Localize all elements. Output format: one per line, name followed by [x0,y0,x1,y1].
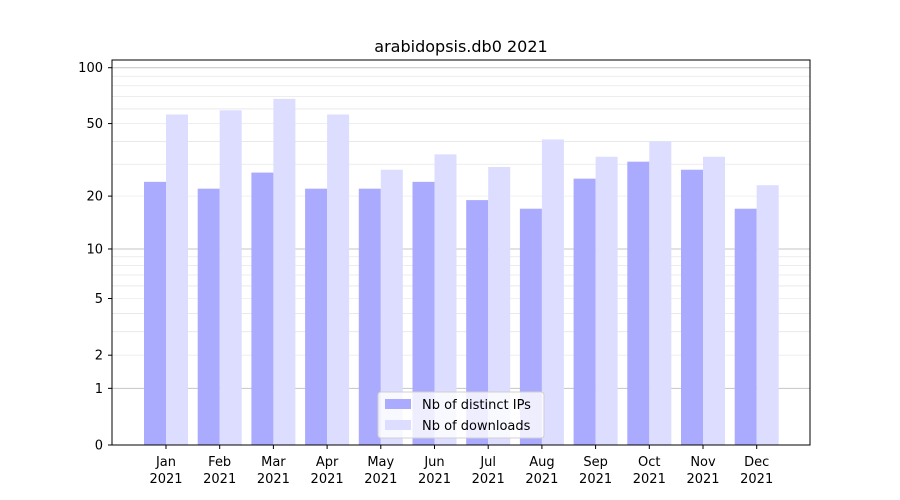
x-tick-label-month: Oct [638,455,660,470]
x-tick-label-month: Aug [529,455,554,470]
bar-downloads-aug [541,139,564,445]
y-axis: 0 1 2 5 10 20 50 100 [78,61,112,454]
y-tick-label: 20 [86,190,103,205]
y-tick-label: 5 [95,292,103,307]
legend-box [377,391,545,439]
x-tick-label-month: Jun [423,455,444,470]
x-tick-label-year: 2021 [418,472,451,487]
x-tick-label-year: 2021 [525,472,558,487]
y-tick-label: 0 [95,439,103,454]
bar-distinct-ips-jun [412,181,435,446]
bar-downloads-sep [595,156,618,446]
y-tick-label: 50 [86,117,103,132]
bar-downloads-apr [327,114,350,445]
x-tick-label-year: 2021 [633,472,666,487]
bar-distinct-ips-feb [197,188,220,445]
legend-swatch [385,420,411,430]
bar-distinct-ips-nov [681,169,703,445]
x-tick-label-month: Feb [208,455,231,470]
bar-downloads-mar [273,98,296,445]
y-tick-label: 10 [86,242,103,257]
x-tick-label-year: 2021 [257,472,290,487]
legend-swatch [385,399,411,409]
bar-distinct-ips-oct [627,161,650,445]
bar-downloads-nov [703,156,725,446]
plot-area-frame [111,59,811,446]
bar-downloads-may [380,169,403,445]
legend-label: Nb of downloads [422,419,531,434]
bar-distinct-ips-mar [251,172,274,445]
bars [144,98,779,446]
bar-downloads-jun [434,154,457,445]
bar-downloads-oct [649,141,672,446]
x-tick-label-month: Nov [690,455,716,470]
y-tick-label: 100 [78,61,103,76]
x-tick-label-month: Apr [316,455,339,470]
x-tick-label-year: 2021 [203,472,236,487]
bar-downloads-jan [166,114,188,445]
x-axis: Jan 2021 Feb 2021 Mar 2021 Apr 2021 May 2021 Jun 20… [149,445,773,487]
x-tick-label-month: Dec [744,455,769,470]
x-tick-label-year: 2021 [311,472,344,487]
bar-distinct-ips-apr [305,188,328,445]
bar-distinct-ips-sep [573,178,596,445]
bar-distinct-ips-jan [144,181,166,446]
y-tick-label: 2 [95,349,103,364]
bar-downloads-dec [756,185,779,445]
legend-label: Nb of distinct IPs [422,398,531,413]
x-tick-label-month: Jan [155,455,176,470]
x-tick-label-month: Jul [479,455,496,470]
x-tick-label-year: 2021 [364,472,397,487]
bar-downloads-jul [488,166,511,445]
y-tick-label: 1 [95,382,103,397]
x-tick-label-year: 2021 [472,472,505,487]
x-tick-label-year: 2021 [149,472,182,487]
x-tick-label-year: 2021 [579,472,612,487]
chart-title: arabidopsis.db0 2021 [374,37,547,56]
x-tick-label-month: Sep [583,455,608,470]
bar-distinct-ips-jul [466,200,489,445]
bar-distinct-ips-dec [734,208,757,445]
bar-distinct-ips-may [358,188,381,445]
legend: Nb of distinct IPs Nb of downloads [377,391,545,439]
x-tick-label-year: 2021 [740,472,773,487]
bar-downloads-feb [219,110,242,445]
x-tick-label-month: Mar [261,455,286,470]
x-tick-label-month: May [367,455,394,470]
x-tick-label-year: 2021 [686,472,719,487]
bar-distinct-ips-aug [519,208,542,445]
